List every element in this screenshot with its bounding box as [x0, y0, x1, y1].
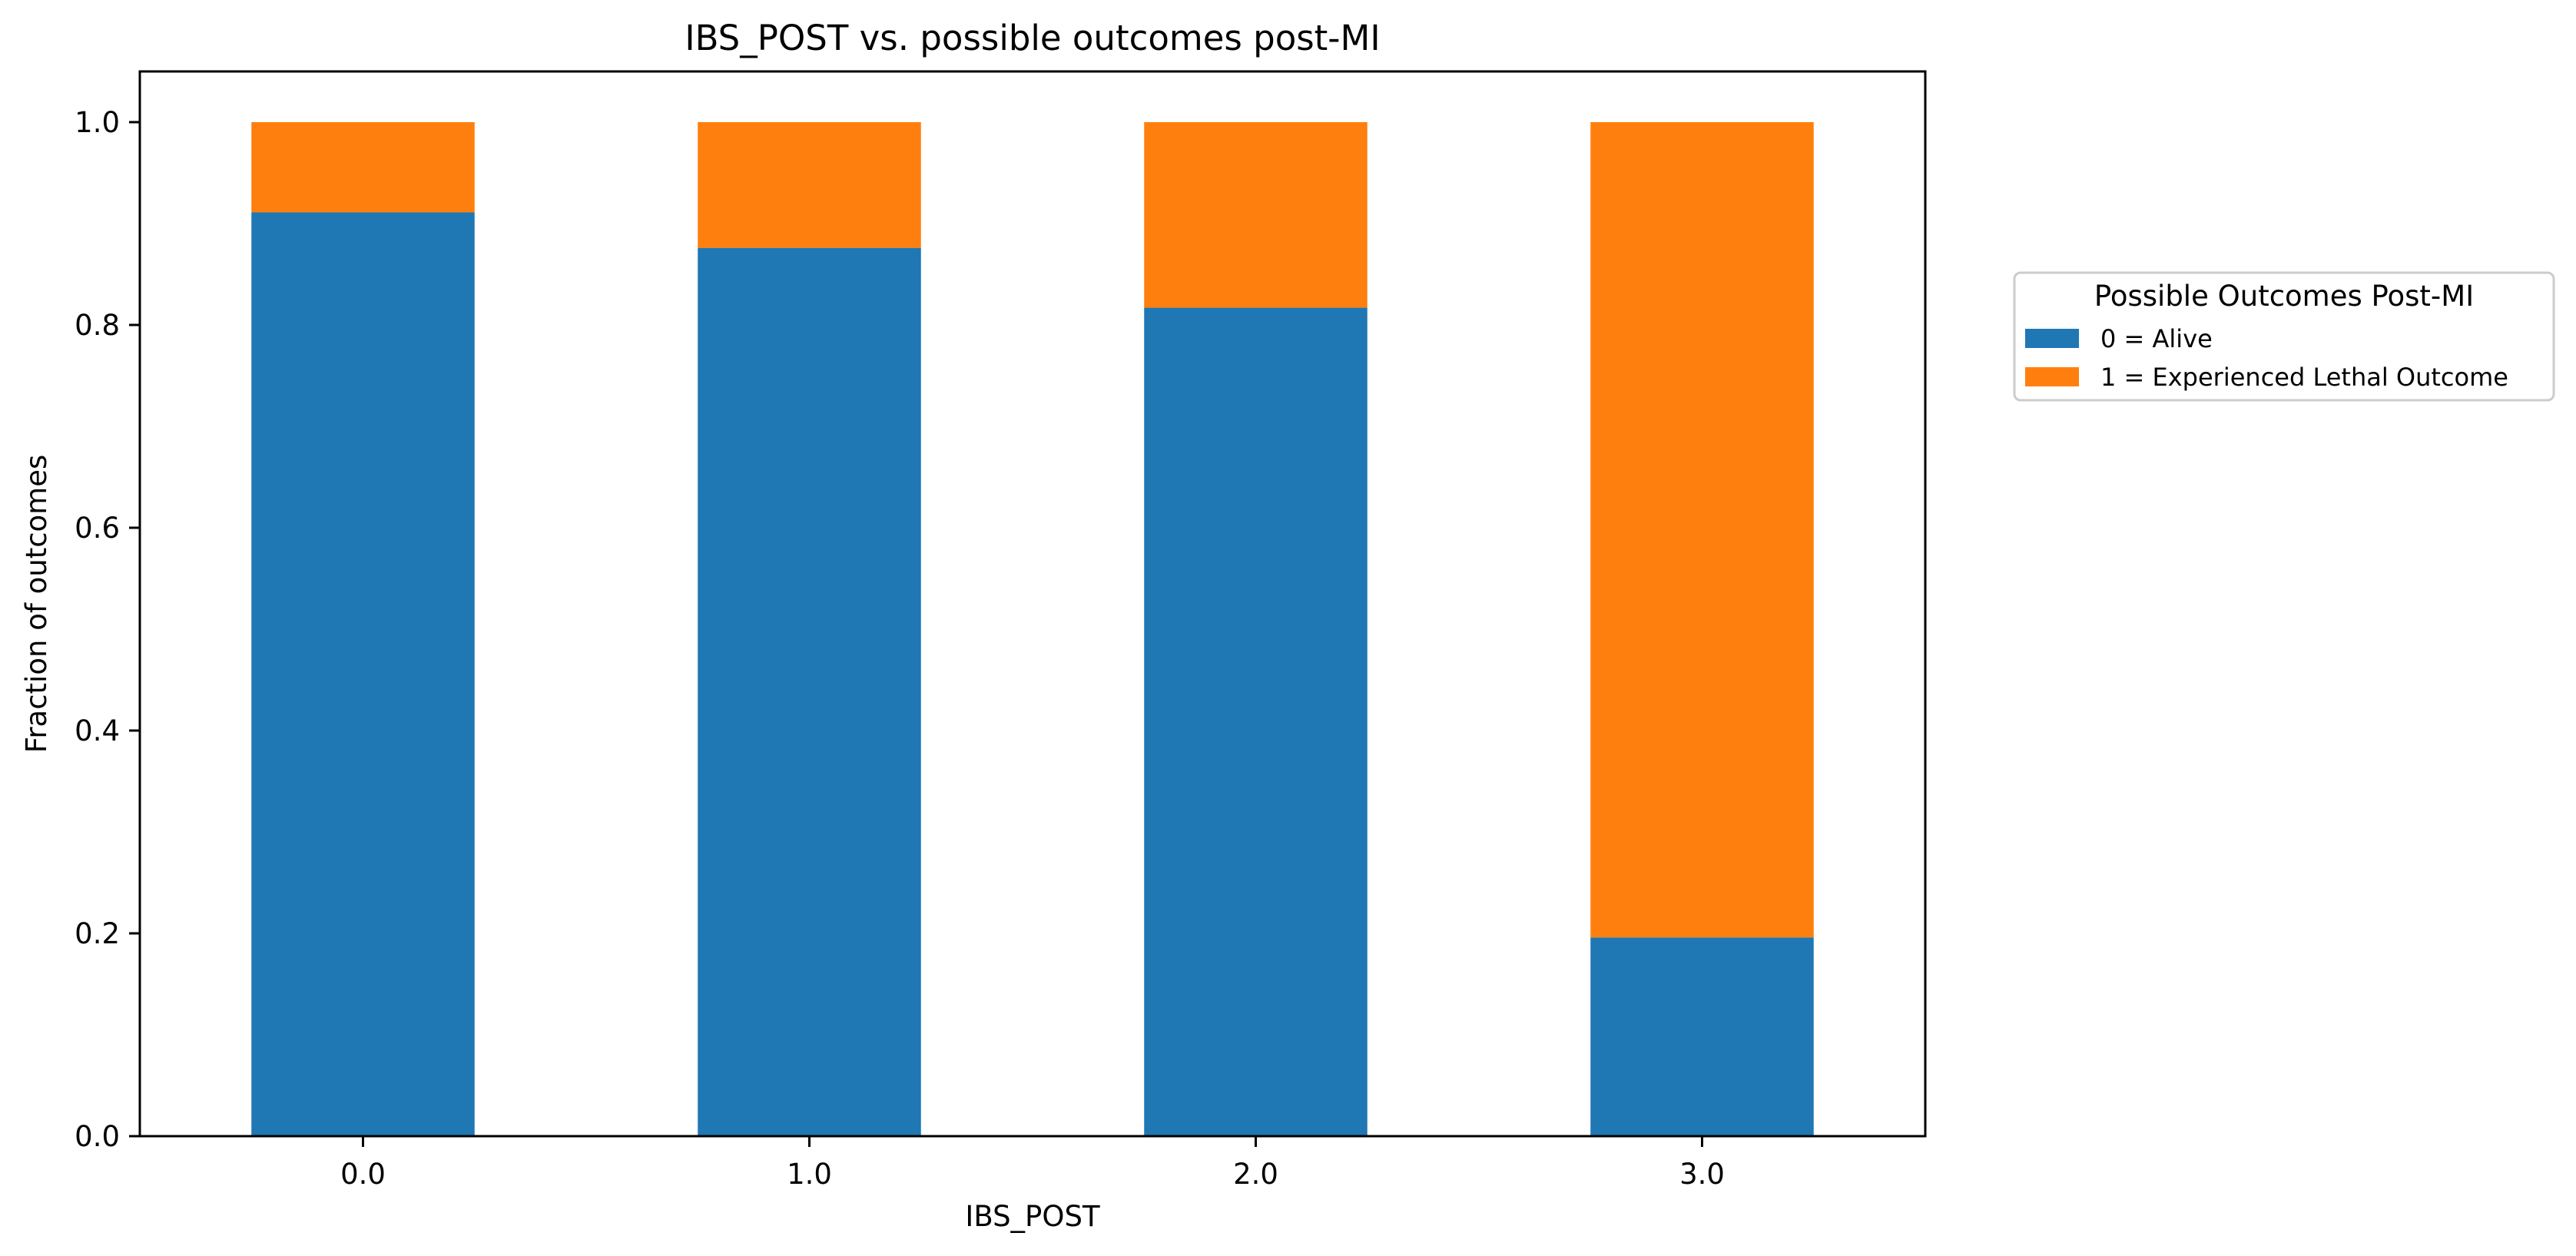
legend-entry-alive: 0 = Alive — [2100, 324, 2213, 353]
bar-alive-cat-2-0 — [1144, 307, 1368, 1136]
bar-lethal-outcome-cat-1-0 — [698, 122, 921, 248]
plot-frame — [138, 70, 1927, 1138]
y-tick-label-0-0: 0.0 — [75, 1120, 120, 1153]
bars-layer — [251, 122, 1814, 1137]
legend-swatch-alive — [2025, 329, 2079, 348]
y-tick-label-0-4: 0.4 — [75, 714, 120, 747]
y-tick-label-0-6: 0.6 — [75, 512, 120, 545]
bar-alive-cat-0-0 — [251, 212, 475, 1137]
x-axis: 0.0 1.0 2.0 3.0 — [340, 1136, 1725, 1191]
bar-lethal-outcome-cat-2-0 — [1144, 122, 1368, 308]
x-tick-label-cat-1-0: 1.0 — [787, 1158, 832, 1191]
legend-title: Possible Outcomes Post-MI — [2094, 280, 2474, 313]
legend-entry-lethal-outcome: 1 = Experienced Lethal Outcome — [2100, 363, 2508, 392]
x-axis-label: IBS_POST — [965, 1200, 1100, 1233]
y-tick-label-0-8: 0.8 — [75, 309, 120, 342]
y-tick-label-0-2: 0.2 — [75, 917, 120, 950]
legend-swatch-lethal-outcome — [2025, 367, 2079, 386]
chart-title: IBS_POST vs. possible outcomes post-MI — [685, 18, 1380, 58]
bar-lethal-outcome-cat-3-0 — [1590, 122, 1814, 938]
legend: Possible Outcomes Post-MI 0 = Alive 1 = … — [2013, 271, 2555, 402]
y-tick-label-1-0: 1.0 — [75, 106, 120, 139]
bar-lethal-outcome-cat-0-0 — [251, 122, 475, 213]
bar-alive-cat-1-0 — [698, 247, 921, 1137]
y-axis-label: Fraction of outcomes — [20, 455, 53, 754]
x-tick-label-cat-3-0: 3.0 — [1679, 1158, 1725, 1191]
bar-alive-cat-3-0 — [1590, 937, 1814, 1136]
legend-frame — [2013, 271, 2555, 402]
x-tick-label-cat-0-0: 0.0 — [340, 1158, 386, 1191]
y-axis: 0.0 0.2 0.4 0.6 0.8 1.0 — [75, 106, 140, 1153]
x-tick-label-cat-2-0: 2.0 — [1233, 1158, 1278, 1191]
